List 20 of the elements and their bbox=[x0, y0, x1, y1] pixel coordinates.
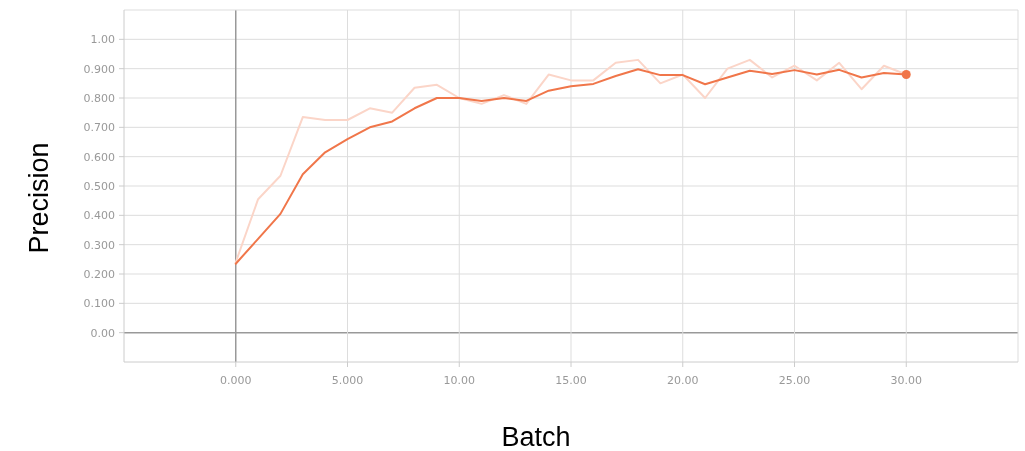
x-axis-title: Batch bbox=[501, 422, 571, 451]
x-tick-label: 0.000 bbox=[220, 374, 252, 387]
y-tick-label: 0.200 bbox=[83, 267, 115, 281]
x-tick-label: 30.00 bbox=[890, 374, 922, 387]
y-tick-label: 0.400 bbox=[83, 209, 115, 223]
x-tick-label: 15.00 bbox=[555, 374, 587, 387]
y-tick-label: 0.700 bbox=[83, 121, 115, 135]
y-tick-label: 0.00 bbox=[90, 326, 115, 340]
y-tick-label: 0.800 bbox=[83, 91, 115, 105]
y-tick-label: 0.600 bbox=[83, 150, 115, 164]
y-tick-label: 1.00 bbox=[90, 33, 115, 47]
x-tick-label: 10.00 bbox=[443, 374, 475, 387]
y-tick-label: 0.500 bbox=[83, 179, 115, 193]
x-tick-label: 20.00 bbox=[667, 374, 699, 387]
x-tick-label: 5.000 bbox=[331, 374, 364, 387]
y-axis-title: Precision bbox=[24, 142, 54, 254]
y-tick-label: 0.300 bbox=[83, 238, 115, 252]
y-tick-label: 0.100 bbox=[83, 297, 115, 311]
x-tick-label: 25.00 bbox=[778, 374, 811, 387]
y-tick-label: 0.900 bbox=[83, 62, 115, 76]
